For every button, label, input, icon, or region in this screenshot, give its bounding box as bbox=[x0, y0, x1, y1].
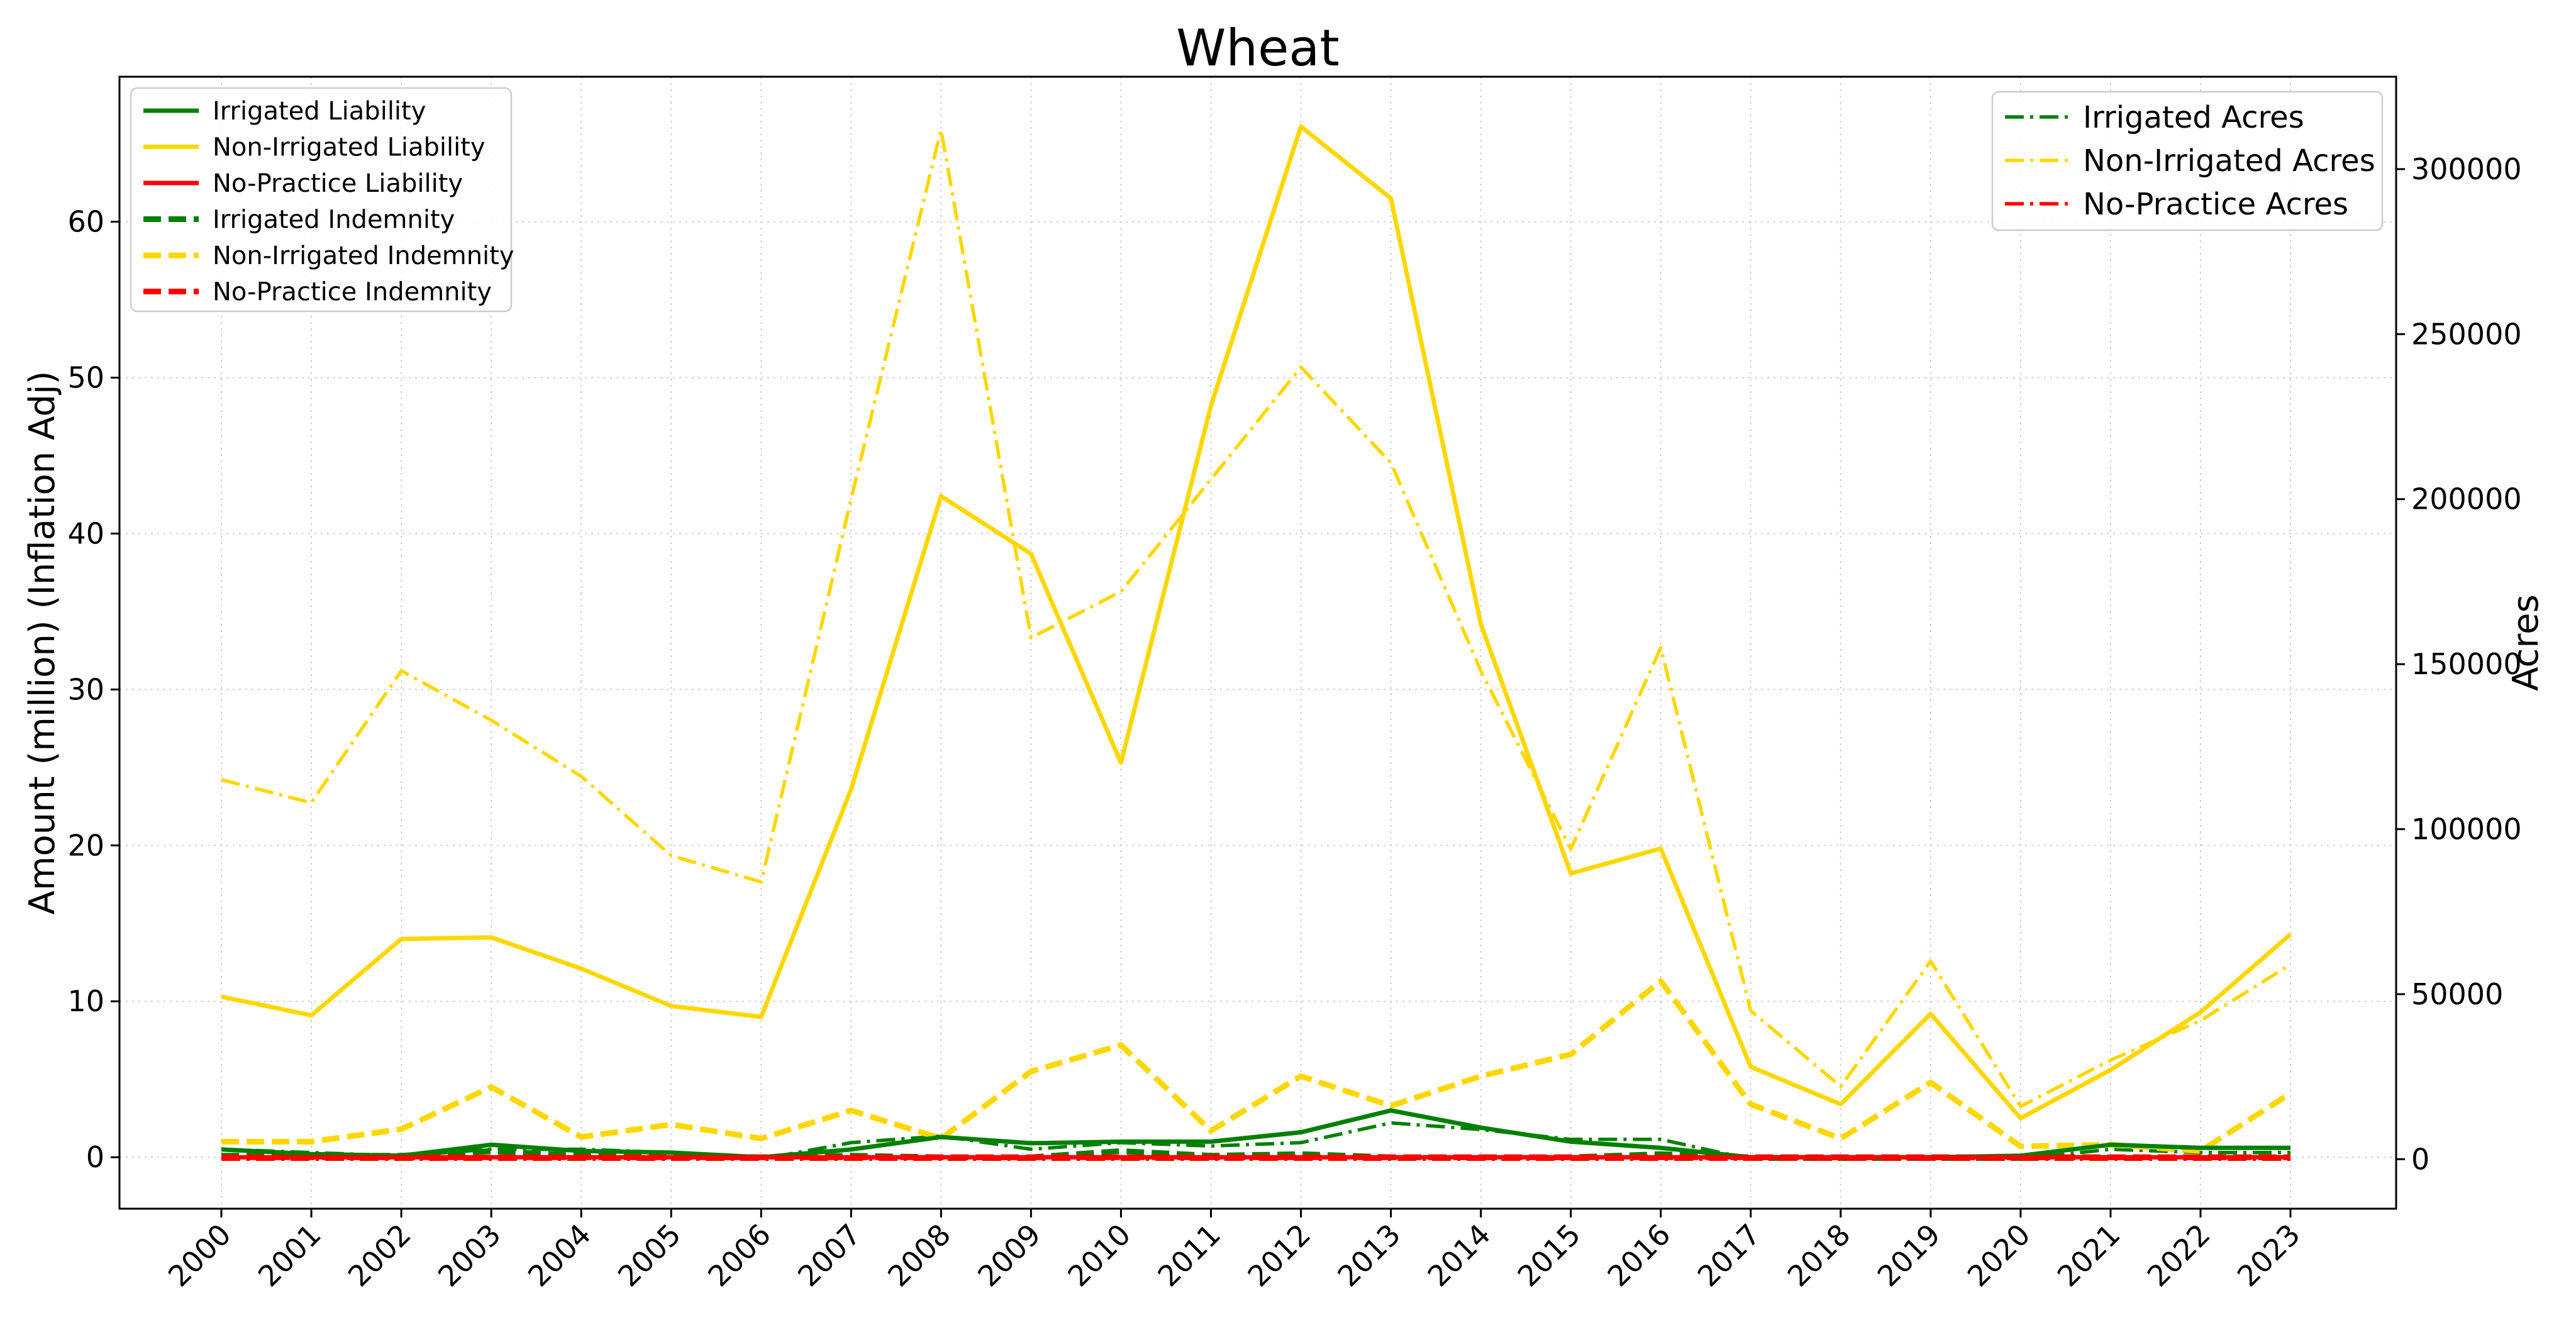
x-tick-label-2008: 2008 bbox=[881, 1217, 957, 1294]
series-lines bbox=[221, 124, 2292, 1162]
legend-label-irrigated-indemnity: Irrigated Indemnity bbox=[213, 206, 455, 235]
x-tick-label-2017: 2017 bbox=[1691, 1217, 1767, 1294]
x-tick-label-2004: 2004 bbox=[521, 1217, 597, 1294]
x-tick-label-2014: 2014 bbox=[1421, 1217, 1497, 1294]
y2-tick-label-100000: 100000 bbox=[2411, 813, 2522, 846]
plot-frame bbox=[118, 75, 2397, 1210]
y-tick-label-40: 40 bbox=[67, 516, 104, 550]
chart-title: Wheat bbox=[1176, 19, 1339, 77]
x-tick-label-2019: 2019 bbox=[1871, 1217, 1947, 1294]
x-tick-label-2015: 2015 bbox=[1511, 1217, 1587, 1294]
legend-left: Irrigated Liability Non-Irrigated Liabili… bbox=[130, 87, 514, 313]
legend-right-box bbox=[1991, 91, 2384, 231]
y2-axis-label: Acres bbox=[2506, 594, 2546, 691]
x-tick-label-2000: 2000 bbox=[162, 1217, 238, 1294]
y-tick-label-50: 50 bbox=[67, 361, 104, 395]
legend-label-irrigated-liability: Irrigated Liability bbox=[213, 97, 426, 126]
x-tick-label-2023: 2023 bbox=[2231, 1217, 2307, 1294]
grid bbox=[119, 77, 2396, 1209]
series-non-irrigated-acres bbox=[221, 128, 2292, 1109]
x-tick-label-2006: 2006 bbox=[701, 1217, 777, 1294]
legend-label-no-practice-acres: No-Practice Acres bbox=[2083, 187, 2348, 222]
legend-label-no-practice-indemnity: No-Practice Indemnity bbox=[213, 278, 492, 307]
x-tick-label-2009: 2009 bbox=[971, 1217, 1047, 1294]
y-tick-label-20: 20 bbox=[67, 828, 104, 862]
x-tick-label-2021: 2021 bbox=[2051, 1217, 2127, 1294]
y2-tick-label-0: 0 bbox=[2411, 1142, 2429, 1176]
x-tick-label-2001: 2001 bbox=[252, 1217, 328, 1294]
x-axis: 2000 2001 2002 2003 2004 2005 2006 2007 2008 2009… bbox=[162, 1209, 2307, 1294]
y2-tick-label-50000: 50000 bbox=[2411, 977, 2503, 1011]
series-non-irrigated-liability bbox=[221, 124, 2292, 1121]
y-axis-left: 0 10 20 30 40 50 60 bbox=[67, 205, 119, 1174]
legend-label-no-practice-liability: No-Practice Liability bbox=[213, 169, 463, 198]
x-tick-label-2022: 2022 bbox=[2141, 1217, 2217, 1294]
y-tick-label-10: 10 bbox=[67, 984, 104, 1018]
y-axis-label: Amount (million) (Inflation Adj) bbox=[22, 371, 63, 915]
x-tick-label-2012: 2012 bbox=[1241, 1217, 1317, 1294]
legend-left-box bbox=[130, 87, 513, 313]
y2-tick-label-250000: 250000 bbox=[2411, 317, 2522, 351]
x-tick-label-2010: 2010 bbox=[1061, 1217, 1137, 1294]
legend-label-non-irrigated-liability: Non-Irrigated Liability bbox=[213, 133, 486, 162]
x-tick-label-2016: 2016 bbox=[1601, 1217, 1677, 1294]
series-non-irrigated-indemnity bbox=[221, 978, 2292, 1154]
y-tick-label-60: 60 bbox=[67, 205, 104, 239]
x-tick-label-2002: 2002 bbox=[341, 1217, 418, 1294]
y-axis-right: 0 50000 100000 150000 200000 250000 300000 bbox=[2396, 152, 2522, 1176]
x-tick-label-2018: 2018 bbox=[1781, 1217, 1857, 1294]
y2-tick-label-150000: 150000 bbox=[2411, 647, 2522, 681]
y2-tick-label-300000: 300000 bbox=[2411, 152, 2522, 186]
x-tick-label-2005: 2005 bbox=[611, 1217, 687, 1294]
y-tick-label-0: 0 bbox=[86, 1140, 104, 1174]
x-tick-label-2011: 2011 bbox=[1151, 1217, 1227, 1294]
legend-label-non-irrigated-acres: Non-Irrigated Acres bbox=[2083, 143, 2375, 179]
legend-label-non-irrigated-indemnity: Non-Irrigated Indemnity bbox=[213, 241, 514, 270]
legend-label-irrigated-acres: Irrigated Acres bbox=[2083, 100, 2304, 135]
legend-right: Irrigated Acres Non-Irrigated Acres No-Pra… bbox=[1991, 91, 2384, 231]
x-tick-label-2007: 2007 bbox=[791, 1217, 867, 1294]
x-tick-label-2013: 2013 bbox=[1331, 1217, 1407, 1294]
y-tick-label-30: 30 bbox=[67, 672, 104, 706]
x-tick-label-2003: 2003 bbox=[431, 1217, 508, 1294]
y2-tick-label-200000: 200000 bbox=[2411, 482, 2522, 516]
x-tick-label-2020: 2020 bbox=[1961, 1217, 2037, 1294]
